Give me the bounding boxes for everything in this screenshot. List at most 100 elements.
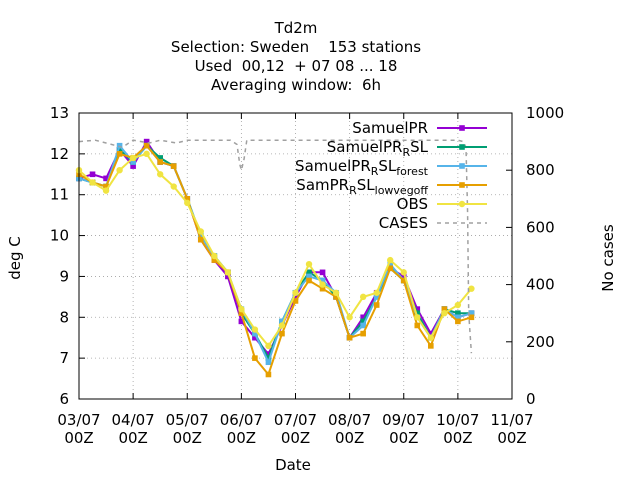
data-point	[373, 302, 380, 308]
data-point	[238, 318, 245, 325]
data-point	[265, 371, 272, 378]
series-layer	[75, 138, 475, 378]
series-line	[78, 143, 472, 365]
legend-label: SamuelPR	[352, 119, 428, 137]
legend-label-subscript: lowvegoff	[375, 184, 429, 197]
data-point	[319, 281, 326, 288]
data-point	[197, 232, 204, 239]
series-line	[78, 139, 473, 354]
data-point	[454, 301, 462, 309]
data-point	[252, 330, 258, 337]
x-tick-date-label: 08/07	[328, 411, 371, 429]
data-point	[306, 269, 312, 276]
data-point	[332, 289, 340, 296]
plot-frame	[78, 112, 513, 400]
data-point	[468, 310, 475, 316]
y-tick-label: 9	[59, 267, 69, 285]
legend-swatch-marker	[458, 200, 466, 208]
axis-ticks: 6789101112130200400600800100003/0700Z04/…	[50, 104, 564, 447]
data-point	[265, 342, 272, 350]
legend-swatch-marker	[459, 182, 465, 188]
data-point	[360, 318, 366, 325]
x-tick-date-label: 05/07	[166, 411, 209, 429]
legend-label-subscript: R	[402, 146, 410, 159]
data-point	[265, 359, 272, 366]
title-line-4: Averaging window: 6h	[211, 76, 381, 94]
y2-tick-label: 200	[526, 333, 555, 351]
data-point	[116, 146, 123, 153]
data-point	[89, 171, 96, 178]
y-axis-label: deg C	[6, 236, 24, 280]
data-point	[414, 314, 421, 321]
legend-label-part: SamuelPR	[352, 119, 428, 137]
data-point	[251, 326, 259, 333]
series-obs	[75, 150, 475, 350]
x-tick-hour-label: 00Z	[443, 429, 472, 447]
data-point	[468, 285, 475, 292]
data-point	[211, 257, 218, 263]
legend-label: SamuelPRRSLforest	[295, 157, 429, 178]
title-line-1: Td2m	[274, 19, 318, 37]
data-point	[197, 236, 204, 243]
data-point	[89, 179, 96, 186]
data-point	[387, 256, 394, 264]
data-point	[252, 355, 258, 361]
data-point	[305, 260, 313, 268]
data-point	[292, 294, 299, 300]
legend-label-subscript: forest	[396, 165, 428, 178]
data-point	[319, 277, 326, 284]
series-cases	[78, 139, 473, 354]
data-point	[428, 343, 434, 349]
data-point	[373, 289, 380, 296]
y2-tick-label: 1000	[526, 104, 564, 122]
series-sampr-r-sl-lowvegoff	[76, 142, 475, 378]
data-point	[455, 318, 461, 325]
x-tick-hour-label: 00Z	[335, 429, 364, 447]
legend-label: OBS	[397, 195, 428, 213]
data-point	[414, 310, 421, 316]
data-point	[252, 334, 258, 341]
x-tick-date-label: 11/07	[490, 411, 533, 429]
data-point	[279, 318, 285, 325]
y2-tick-label: 400	[526, 276, 555, 294]
data-point	[427, 334, 435, 341]
data-point	[157, 159, 163, 165]
legend-swatch-marker	[459, 125, 465, 131]
data-point	[414, 306, 421, 312]
data-point	[278, 322, 286, 329]
data-point	[292, 289, 299, 296]
legend-label-part: SamPR	[296, 176, 349, 194]
legend-label-part: SamuelPR	[295, 157, 371, 175]
data-point	[130, 163, 136, 169]
data-point	[455, 310, 461, 316]
x-tick-hour-label: 00Z	[118, 429, 147, 447]
x-tick-hour-label: 00Z	[281, 429, 310, 447]
x-tick-hour-label: 00Z	[389, 429, 418, 447]
data-point	[238, 305, 245, 313]
y-tick-label: 8	[59, 308, 69, 326]
data-point	[319, 285, 326, 292]
data-point	[400, 269, 407, 276]
data-point	[157, 155, 163, 161]
data-point	[359, 293, 367, 301]
data-point	[306, 273, 312, 280]
data-point	[103, 183, 109, 190]
data-point	[387, 265, 394, 272]
legend-label-part: SL	[357, 176, 376, 194]
legend-swatch-marker	[459, 144, 465, 150]
data-point	[265, 351, 272, 357]
y2-tick-label: 600	[526, 218, 555, 236]
legend-label-part: SamuelPR	[327, 138, 403, 156]
data-point	[211, 252, 218, 260]
data-point	[184, 196, 191, 202]
data-point	[170, 163, 177, 169]
y2-tick-label: 800	[526, 161, 555, 179]
y-tick-label: 12	[50, 145, 69, 163]
legend-label-part: CASES	[379, 214, 428, 232]
legend-swatch-marker	[459, 163, 465, 169]
data-point	[373, 294, 380, 300]
data-point	[224, 269, 232, 276]
data-point	[143, 142, 150, 149]
data-point	[346, 314, 353, 321]
data-point	[292, 298, 299, 304]
